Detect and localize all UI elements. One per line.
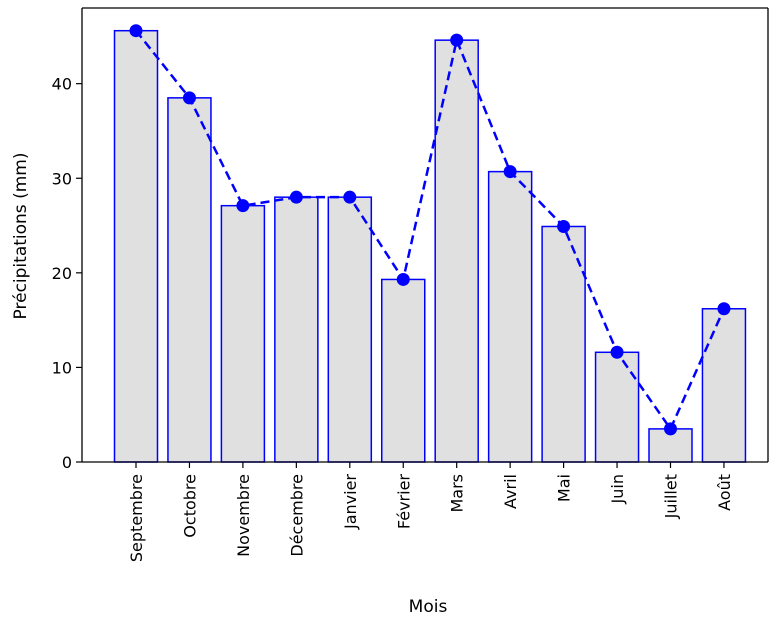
x-tick-label-août: Août xyxy=(715,474,734,511)
y-axis-label: Précipitations (mm) xyxy=(11,153,31,320)
point-septembre xyxy=(129,24,143,38)
bar-juin xyxy=(594,351,640,463)
x-tick-label-juin: Juin xyxy=(608,474,627,504)
point-octobre xyxy=(182,91,196,105)
markers-group xyxy=(129,24,731,436)
bar-mai xyxy=(541,225,586,463)
point-août xyxy=(717,302,731,316)
x-tick-label-novembre: Novembre xyxy=(234,474,253,557)
point-mars xyxy=(450,33,464,47)
x-tick-label-avril: Avril xyxy=(501,474,520,509)
y-ticks-group: 0 10 20 30 40 xyxy=(52,75,82,472)
y-tick-label: 0 xyxy=(62,453,72,472)
x-tick-label-février: Février xyxy=(394,474,413,530)
point-avril xyxy=(503,165,517,179)
bar-avril xyxy=(487,170,533,463)
bar-septembre xyxy=(113,29,159,463)
y-tick-label: 30 xyxy=(52,169,72,188)
bar-août xyxy=(701,308,747,463)
bar-janvier xyxy=(327,196,373,463)
x-tick-label-juillet: Juillet xyxy=(662,474,681,519)
bar-novembre xyxy=(220,204,266,463)
point-décembre xyxy=(289,190,303,204)
y-tick-label: 40 xyxy=(52,75,72,94)
x-tick-label-septembre: Septembre xyxy=(127,474,146,562)
bar-décembre xyxy=(274,196,319,463)
point-novembre xyxy=(236,199,250,213)
bar-mars xyxy=(434,39,479,463)
bars-group xyxy=(113,29,747,463)
x-tick-label-mars: Mars xyxy=(448,474,467,513)
bar-février xyxy=(381,278,426,463)
point-juin xyxy=(610,345,624,359)
bar-octobre xyxy=(167,97,212,463)
x-tick-label-décembre: Décembre xyxy=(287,474,306,557)
y-tick-label: 20 xyxy=(52,264,72,283)
point-juillet xyxy=(664,422,677,436)
point-février xyxy=(396,272,410,286)
point-janvier xyxy=(343,190,357,204)
line-layer xyxy=(135,29,726,432)
point-mai xyxy=(557,219,571,233)
x-tick-label-janvier: Janvier xyxy=(341,474,360,530)
series-line xyxy=(135,29,726,432)
x-tick-label-mai: Mai xyxy=(555,474,574,502)
y-tick-label: 10 xyxy=(52,358,72,377)
x-tick-label-octobre: Octobre xyxy=(180,474,199,538)
x-axis-label: Mois xyxy=(409,597,448,617)
axes-group xyxy=(81,7,769,463)
x-ticks-group: Septembre Octobre Novembre Décembre Janvier F… xyxy=(127,462,734,562)
